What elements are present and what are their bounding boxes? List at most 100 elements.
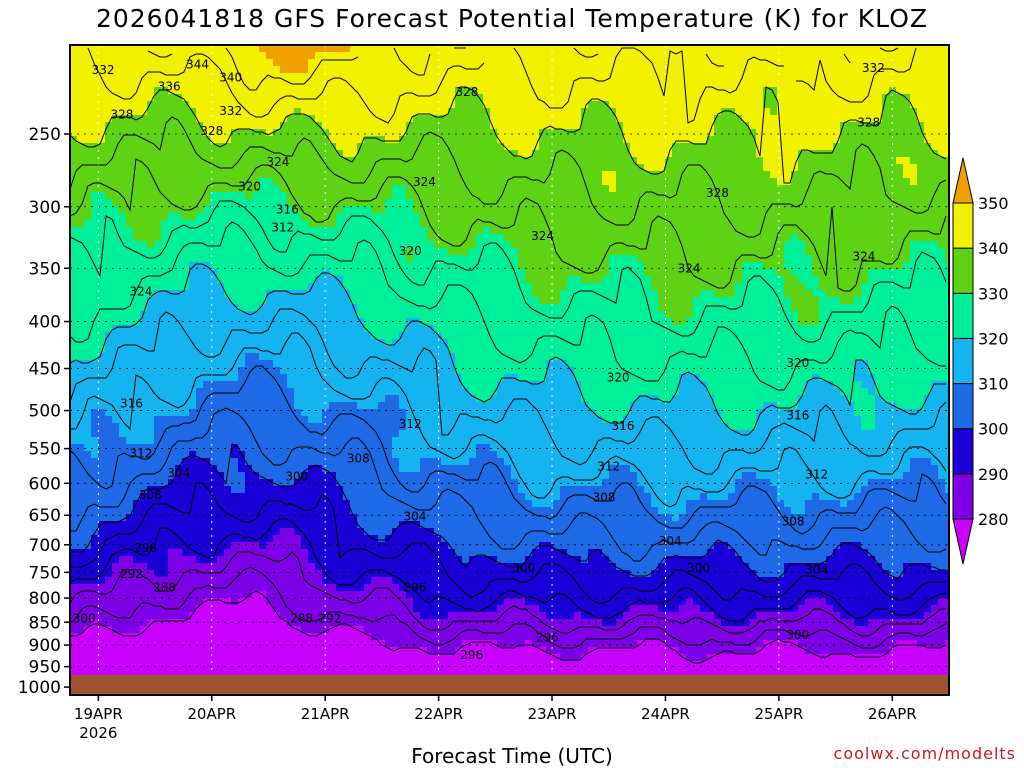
band-cell	[742, 136, 750, 144]
band-cell	[567, 255, 575, 263]
band-cell	[301, 52, 309, 60]
band-cell	[168, 59, 176, 67]
band-cell	[560, 52, 568, 60]
band-cell	[84, 108, 92, 116]
band-cell	[427, 171, 435, 179]
band-cell	[119, 262, 127, 270]
band-cell	[210, 150, 218, 158]
band-cell	[301, 178, 309, 186]
band-cell	[350, 122, 358, 130]
band-cell	[742, 157, 750, 165]
band-cell	[742, 206, 750, 214]
band-cell	[301, 115, 309, 123]
band-cell	[707, 220, 715, 228]
band-cell	[917, 66, 925, 74]
band-cell	[420, 192, 428, 200]
band-cell	[749, 94, 757, 102]
band-cell	[490, 199, 498, 207]
band-cell	[630, 108, 638, 116]
band-cell	[126, 262, 134, 270]
band-cell	[728, 122, 736, 130]
band-cell	[350, 66, 358, 74]
band-cell	[476, 59, 484, 67]
band-cell	[623, 262, 631, 270]
band-cell	[441, 136, 449, 144]
band-cell	[119, 59, 127, 67]
band-cell	[784, 157, 792, 165]
band-cell	[679, 276, 687, 284]
band-cell	[917, 220, 925, 228]
band-cell	[385, 248, 393, 256]
band-cell	[497, 115, 505, 123]
band-cell	[490, 283, 498, 291]
band-cell	[805, 206, 813, 214]
band-cell	[231, 45, 239, 53]
band-cell	[252, 304, 260, 312]
band-cell	[595, 276, 603, 284]
band-cell	[266, 276, 274, 284]
band-cell	[861, 101, 869, 109]
band-cell	[203, 87, 211, 95]
band-cell	[119, 185, 127, 193]
band-cell	[854, 136, 862, 144]
band-cell	[889, 94, 897, 102]
band-cell	[126, 52, 134, 60]
band-cell	[203, 262, 211, 270]
band-cell	[588, 157, 596, 165]
band-cell	[644, 115, 652, 123]
band-cell	[679, 150, 687, 158]
band-cell	[105, 206, 113, 214]
band-cell	[189, 157, 197, 165]
band-cell	[273, 87, 281, 95]
band-cell	[777, 248, 785, 256]
band-cell	[112, 108, 120, 116]
band-cell	[287, 59, 295, 67]
band-cell	[112, 178, 120, 186]
band-cell	[945, 94, 949, 102]
band-cell	[301, 157, 309, 165]
band-cell	[553, 178, 561, 186]
band-cell	[532, 129, 540, 137]
band-cell	[406, 122, 414, 130]
band-cell	[623, 129, 631, 137]
band-cell	[637, 276, 645, 284]
band-cell	[532, 136, 540, 144]
band-cell	[707, 283, 715, 291]
band-cell	[448, 206, 456, 214]
band-cell	[672, 192, 680, 200]
band-cell	[140, 248, 148, 256]
band-cell	[595, 227, 603, 235]
band-cell	[539, 73, 547, 81]
band-cell	[553, 227, 561, 235]
band-cell	[546, 52, 554, 60]
band-cell	[756, 185, 764, 193]
band-cell	[126, 192, 134, 200]
band-cell	[567, 290, 575, 298]
band-cell	[308, 199, 316, 207]
band-cell	[371, 143, 379, 151]
band-cell	[784, 178, 792, 186]
band-cell	[77, 311, 85, 319]
band-cell	[931, 199, 939, 207]
band-cell	[546, 73, 554, 81]
band-cell	[777, 297, 785, 305]
band-cell	[329, 192, 337, 200]
band-cell	[861, 297, 869, 305]
band-cell	[910, 108, 918, 116]
band-cell	[280, 45, 288, 53]
band-cell	[749, 66, 757, 74]
band-cell	[630, 318, 638, 326]
band-cell	[700, 108, 708, 116]
band-cell	[133, 227, 141, 235]
band-cell	[840, 220, 848, 228]
band-cell	[483, 143, 491, 151]
band-cell	[630, 101, 638, 109]
band-cell	[308, 213, 316, 221]
band-cell	[560, 276, 568, 284]
band-cell	[903, 80, 911, 88]
band-cell	[266, 80, 274, 88]
band-cell	[700, 213, 708, 221]
band-cell	[763, 80, 771, 88]
band-cell	[434, 283, 442, 291]
band-cell	[112, 122, 120, 130]
